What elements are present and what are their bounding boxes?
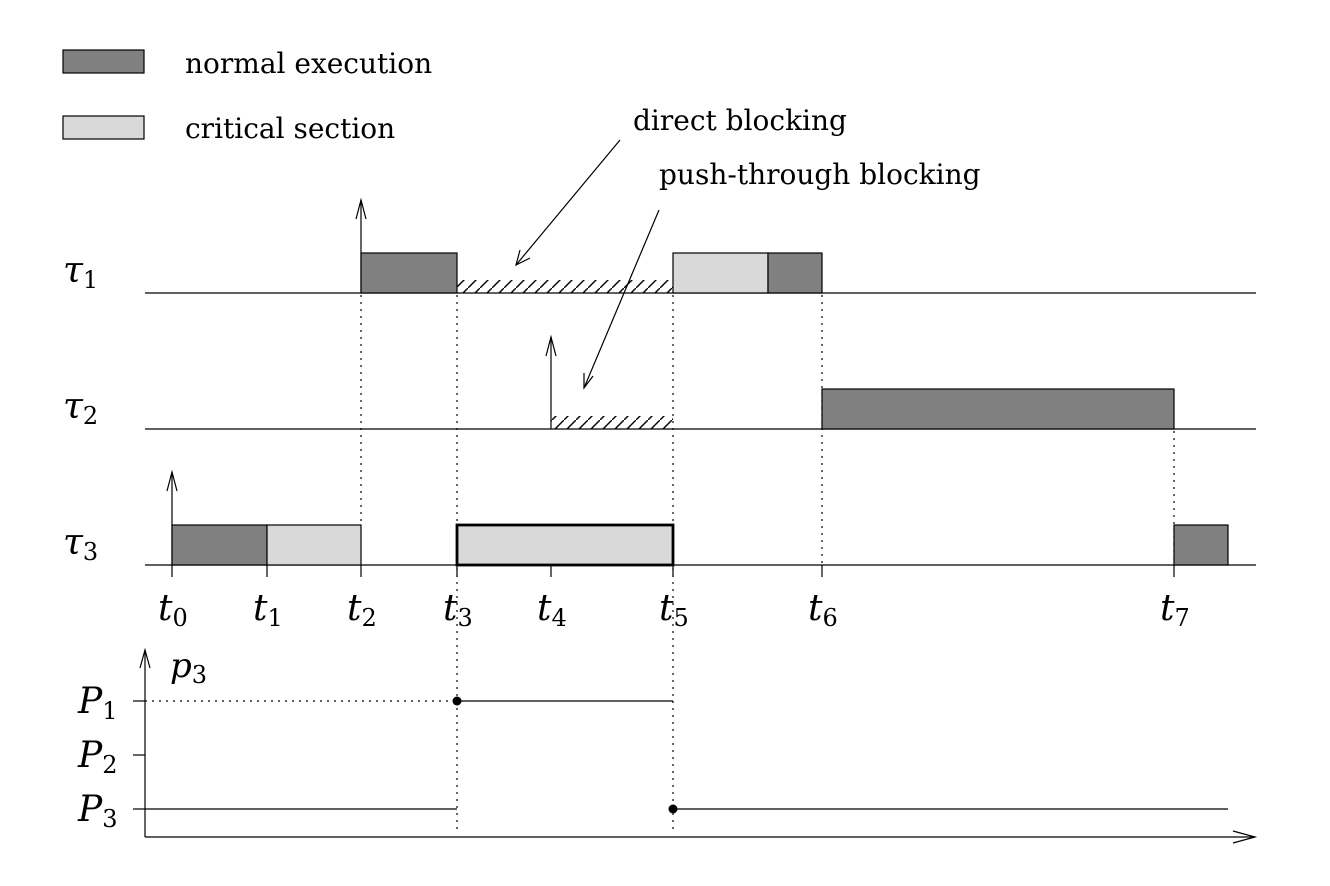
tau1-normal-block-2 bbox=[767, 252, 823, 294]
time-axis: t0 t1 t2 t3 t4 t5 t6 t7 bbox=[158, 565, 1190, 632]
task-row-tau1 bbox=[145, 197, 1256, 294]
tau3-release-arrowhead bbox=[166, 469, 178, 492]
priority-level-p3: P3 bbox=[77, 789, 118, 833]
direct-blocking-arrow bbox=[515, 139, 621, 266]
time-label-t4: t4 bbox=[537, 588, 567, 632]
tau3-critical-block-1 bbox=[266, 524, 362, 566]
tau2-push-through-hatch bbox=[551, 416, 673, 429]
tau2-release-arrowhead bbox=[545, 334, 557, 357]
tau1-release-arrowhead bbox=[355, 197, 367, 220]
priority-axis-label: p3 bbox=[170, 646, 207, 689]
push-through-blocking-arrowhead bbox=[583, 373, 594, 390]
annotations: direct blocking push-through blocking bbox=[515, 104, 981, 390]
time-label-t1: t1 bbox=[253, 588, 283, 632]
direct-blocking-arrowhead bbox=[515, 249, 531, 267]
legend: normal execution critical section bbox=[62, 47, 432, 145]
direct-blocking-label: direct blocking bbox=[633, 104, 847, 137]
time-label-t0: t0 bbox=[158, 588, 188, 632]
time-label-t5: t5 bbox=[659, 588, 689, 632]
legend-normal-label: normal execution bbox=[185, 47, 432, 80]
priority-y-axis-arrowhead bbox=[139, 647, 151, 669]
time-label-t3: t3 bbox=[443, 588, 473, 632]
legend-critical-swatch bbox=[62, 115, 145, 140]
time-label-t6: t6 bbox=[808, 588, 838, 632]
tau3-critical-block-inherited bbox=[455, 523, 675, 567]
time-label-t2: t2 bbox=[347, 588, 377, 632]
time-label-t7: t7 bbox=[1160, 588, 1190, 632]
priority-x-axis-arrowhead bbox=[1232, 830, 1258, 844]
task-labels: τ1 τ2 τ3 bbox=[63, 250, 98, 566]
legend-normal-swatch bbox=[62, 49, 145, 74]
tau3-normal-block-1 bbox=[171, 524, 268, 566]
task-label-tau3: τ3 bbox=[63, 522, 98, 566]
task-label-tau1: τ1 bbox=[63, 250, 98, 294]
task-row-tau2 bbox=[145, 334, 1256, 430]
priority-level-p1: P1 bbox=[77, 681, 118, 725]
tau1-normal-block-1 bbox=[360, 252, 458, 294]
priority-level-p2: P2 bbox=[77, 735, 118, 779]
tau2-normal-block bbox=[821, 388, 1175, 430]
legend-critical-label: critical section bbox=[185, 112, 395, 145]
tau3-normal-block-2 bbox=[1173, 524, 1229, 566]
priority-graph: p3 P1 P2 P3 bbox=[77, 646, 1258, 844]
task-row-tau3 bbox=[145, 469, 1256, 567]
push-through-blocking-label: push-through blocking bbox=[659, 158, 981, 191]
tau1-critical-block bbox=[672, 252, 769, 294]
task-label-tau2: τ2 bbox=[63, 386, 98, 430]
tau1-direct-blocking-hatch bbox=[457, 280, 673, 293]
push-through-blocking-arrow bbox=[583, 209, 660, 389]
